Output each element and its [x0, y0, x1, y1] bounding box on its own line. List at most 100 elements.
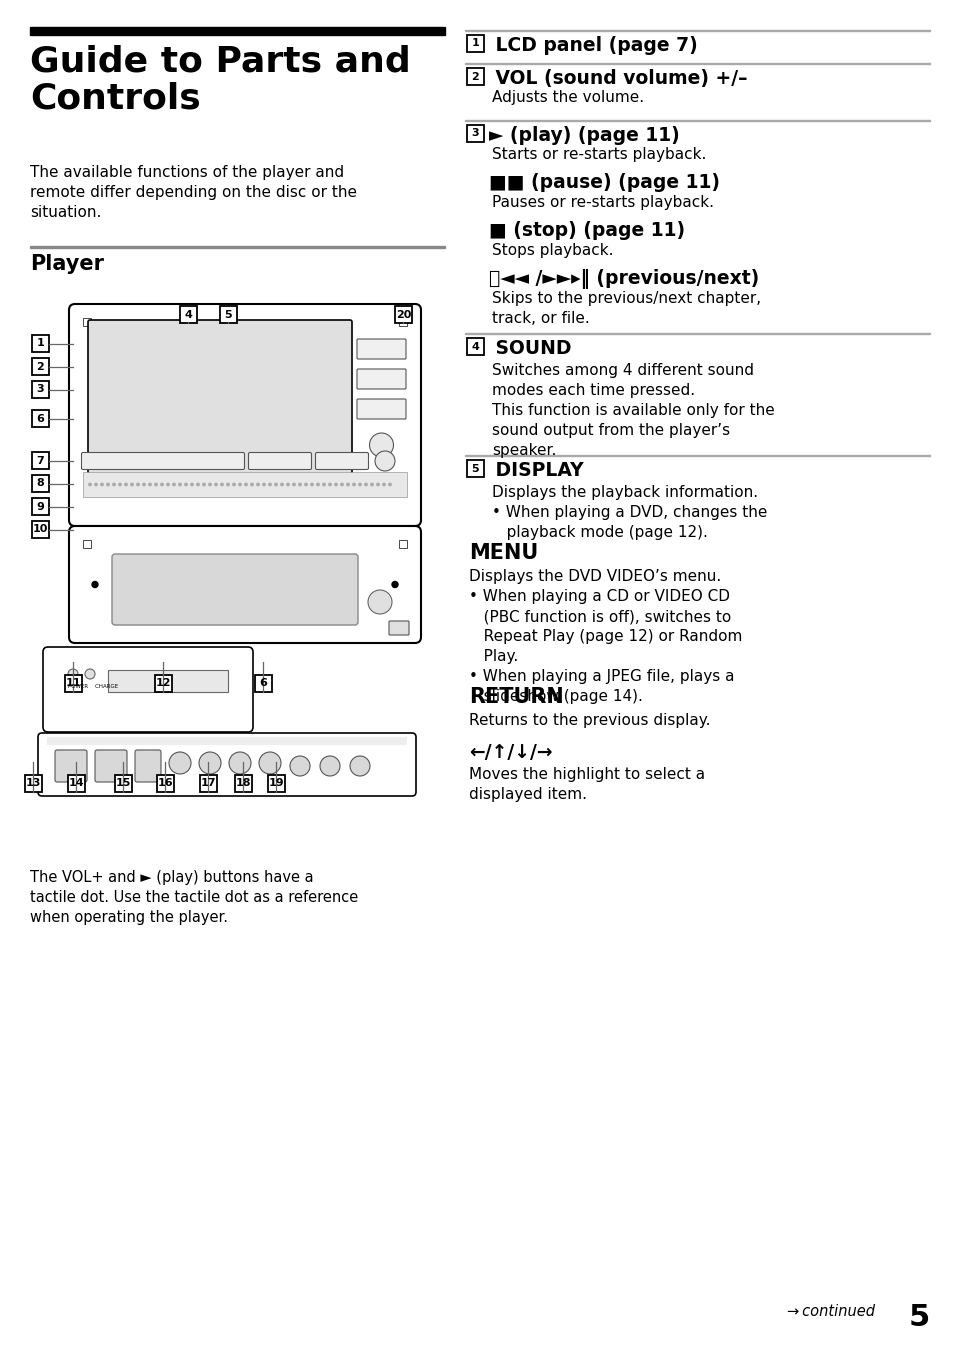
- Bar: [268, 775, 285, 792]
- Circle shape: [389, 483, 391, 486]
- FancyBboxPatch shape: [389, 622, 409, 635]
- Bar: [200, 775, 216, 792]
- Bar: [467, 338, 483, 356]
- Circle shape: [119, 483, 121, 486]
- Text: 8: 8: [36, 479, 45, 489]
- Circle shape: [68, 669, 78, 678]
- Circle shape: [196, 483, 199, 486]
- Text: 15: 15: [115, 779, 132, 788]
- Bar: [32, 452, 49, 470]
- Text: ⏮◄◄ /►►▸‖ (previous/next): ⏮◄◄ /►►▸‖ (previous/next): [489, 269, 759, 289]
- FancyBboxPatch shape: [356, 339, 406, 360]
- FancyBboxPatch shape: [356, 399, 406, 419]
- Text: 4: 4: [471, 342, 479, 351]
- FancyBboxPatch shape: [88, 320, 352, 474]
- Circle shape: [382, 483, 385, 486]
- Bar: [65, 674, 82, 692]
- Circle shape: [238, 483, 241, 486]
- Circle shape: [298, 483, 301, 486]
- Text: 6: 6: [36, 414, 45, 423]
- Circle shape: [191, 483, 193, 486]
- Circle shape: [220, 483, 223, 486]
- Circle shape: [199, 752, 221, 773]
- Bar: [467, 35, 483, 52]
- Bar: [32, 381, 49, 398]
- Text: ► (play) (page 11): ► (play) (page 11): [489, 126, 679, 145]
- FancyBboxPatch shape: [69, 527, 420, 643]
- Text: 19: 19: [269, 779, 284, 788]
- Bar: [467, 460, 483, 478]
- FancyBboxPatch shape: [38, 733, 416, 797]
- Circle shape: [358, 483, 361, 486]
- Bar: [25, 775, 42, 792]
- Bar: [32, 475, 49, 493]
- Text: ■ (stop) (page 11): ■ (stop) (page 11): [489, 221, 684, 240]
- Circle shape: [269, 483, 271, 486]
- Circle shape: [376, 483, 378, 486]
- Circle shape: [392, 582, 397, 588]
- FancyBboxPatch shape: [95, 750, 127, 782]
- Circle shape: [125, 483, 127, 486]
- Circle shape: [172, 483, 175, 486]
- Circle shape: [245, 483, 247, 486]
- Text: 9: 9: [36, 502, 45, 512]
- Circle shape: [161, 483, 163, 486]
- Circle shape: [107, 483, 109, 486]
- FancyBboxPatch shape: [81, 452, 244, 470]
- Circle shape: [101, 483, 103, 486]
- Bar: [47, 737, 407, 745]
- Text: Stops playback.: Stops playback.: [492, 243, 613, 258]
- Text: Moves the highlight to select a
displayed item.: Moves the highlight to select a displaye…: [469, 767, 704, 802]
- FancyBboxPatch shape: [69, 304, 420, 527]
- Bar: [398, 540, 407, 548]
- Circle shape: [91, 582, 98, 588]
- Circle shape: [262, 483, 265, 486]
- Circle shape: [371, 483, 373, 486]
- Text: 10: 10: [32, 525, 49, 535]
- Text: RETURN: RETURN: [469, 687, 563, 707]
- Bar: [30, 27, 444, 35]
- Text: 17: 17: [200, 779, 216, 788]
- Text: VOL (sound volume) +/–: VOL (sound volume) +/–: [489, 69, 747, 88]
- Circle shape: [229, 752, 251, 773]
- Circle shape: [364, 483, 367, 486]
- Bar: [395, 305, 412, 323]
- Text: 5: 5: [471, 464, 478, 474]
- FancyBboxPatch shape: [356, 369, 406, 389]
- Circle shape: [274, 483, 277, 486]
- Text: 1: 1: [36, 338, 45, 349]
- Circle shape: [304, 483, 307, 486]
- Text: Switches among 4 different sound
modes each time pressed.
This function is avail: Switches among 4 different sound modes e…: [492, 364, 774, 459]
- Text: 5: 5: [225, 309, 233, 319]
- Circle shape: [316, 483, 319, 486]
- Circle shape: [322, 483, 325, 486]
- Text: Guide to Parts and
Controls: Guide to Parts and Controls: [30, 43, 411, 115]
- Circle shape: [209, 483, 211, 486]
- Circle shape: [256, 483, 259, 486]
- Bar: [32, 335, 49, 351]
- Circle shape: [154, 483, 157, 486]
- Text: Pauses or re-starts playback.: Pauses or re-starts playback.: [492, 195, 713, 210]
- Circle shape: [214, 483, 217, 486]
- Circle shape: [131, 483, 133, 486]
- Text: Adjusts the volume.: Adjusts the volume.: [492, 90, 643, 104]
- Bar: [180, 305, 196, 323]
- Circle shape: [335, 483, 336, 486]
- Text: Displays the playback information.
• When playing a DVD, changes the
   playback: Displays the playback information. • Whe…: [492, 484, 766, 540]
- Circle shape: [340, 483, 343, 486]
- Bar: [32, 498, 49, 516]
- Circle shape: [143, 483, 145, 486]
- Circle shape: [149, 483, 151, 486]
- Circle shape: [353, 483, 355, 486]
- Circle shape: [290, 756, 310, 776]
- Circle shape: [89, 483, 91, 486]
- Text: 11: 11: [66, 678, 81, 688]
- Circle shape: [375, 451, 395, 471]
- Bar: [83, 318, 91, 326]
- Circle shape: [258, 752, 281, 773]
- Text: 2: 2: [471, 72, 478, 81]
- Circle shape: [227, 483, 229, 486]
- Bar: [398, 318, 407, 326]
- Text: ■■ (pause) (page 11): ■■ (pause) (page 11): [489, 172, 720, 191]
- Text: 12: 12: [155, 678, 172, 688]
